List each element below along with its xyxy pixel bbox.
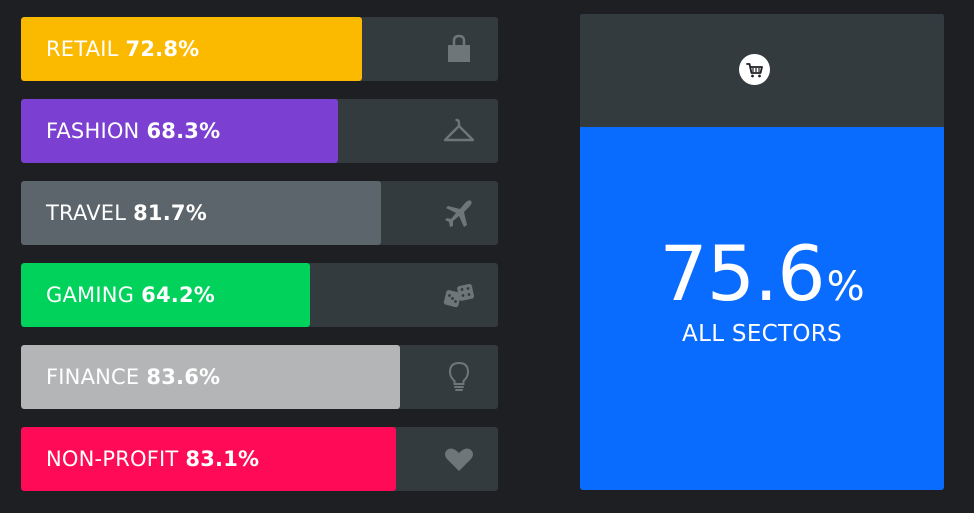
sector-name: GAMING: [46, 283, 135, 307]
sector-label: TRAVEL 81.7%: [46, 181, 207, 245]
lightbulb-icon: [442, 361, 476, 393]
shopping-cart-icon: [739, 54, 770, 85]
sector-label: GAMING 64.2%: [46, 263, 215, 327]
sector-row-travel: TRAVEL 81.7%: [21, 181, 498, 245]
sector-name: FASHION: [46, 119, 140, 143]
summary-card-header: [580, 14, 944, 127]
sector-row-fashion: FASHION 68.3%: [21, 99, 498, 163]
all-sectors-caption: ALL SECTORS: [682, 321, 842, 347]
all-sectors-value: 75.6%: [580, 229, 944, 318]
heart-icon: [442, 443, 476, 475]
sector-value-label: 83.6%: [146, 365, 221, 389]
sector-label: NON-PROFIT 83.1%: [46, 427, 259, 491]
sector-label: FINANCE 83.6%: [46, 345, 220, 409]
sector-row-retail: RETAIL 72.8%: [21, 17, 498, 81]
shopping-bag-icon: [442, 33, 476, 65]
all-sectors-number: 75.6: [659, 229, 825, 318]
sector-name: RETAIL: [46, 37, 119, 61]
sector-name: TRAVEL: [46, 201, 127, 225]
sector-bar: [21, 263, 310, 327]
sector-value-label: 64.2%: [141, 283, 215, 307]
sector-row-finance: FINANCE 83.6%: [21, 345, 498, 409]
sector-value-label: 83.1%: [185, 447, 260, 471]
sector-row-non-profit: NON-PROFIT 83.1%: [21, 427, 498, 491]
sector-bar: [21, 427, 396, 491]
hanger-icon: [442, 115, 476, 147]
sector-bar: [21, 181, 381, 245]
all-sectors-percent-sign: %: [826, 264, 865, 310]
sector-bar: [21, 17, 362, 81]
dice-icon: [442, 279, 476, 311]
sector-row-gaming: GAMING 64.2%: [21, 263, 498, 327]
sector-bar: [21, 345, 400, 409]
sector-label: FASHION 68.3%: [46, 99, 220, 163]
sector-name: NON-PROFIT: [46, 447, 179, 471]
sector-value-label: 72.8%: [125, 37, 200, 61]
sector-label: RETAIL 72.8%: [46, 17, 199, 81]
sector-name: FINANCE: [46, 365, 140, 389]
sector-bar: [21, 99, 338, 163]
sector-value-label: 68.3%: [146, 119, 221, 143]
airplane-icon: [442, 197, 476, 229]
sector-value-label: 81.7%: [133, 201, 207, 225]
all-sectors-summary-card: 75.6% ALL SECTORS: [580, 14, 944, 490]
